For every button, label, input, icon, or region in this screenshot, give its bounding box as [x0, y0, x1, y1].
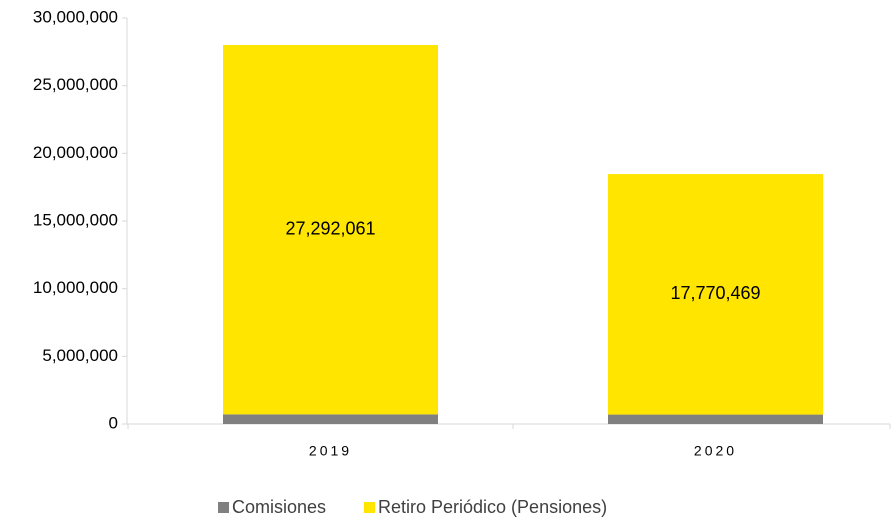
- bar-segment: [608, 174, 823, 415]
- bar-segment: [608, 414, 823, 424]
- legend-label: Comisiones: [232, 497, 326, 517]
- y-tick-label: 10,000,000: [33, 278, 118, 297]
- bar-segment: [223, 45, 438, 415]
- x-tick-label: 2019: [309, 443, 352, 459]
- bar-segment: [223, 414, 438, 424]
- x-tick-label: 2020: [694, 443, 737, 459]
- legend-label: Retiro Periódico (Pensiones): [378, 497, 607, 517]
- y-tick-label: 20,000,000: [33, 143, 118, 162]
- y-tick-label: 15,000,000: [33, 210, 118, 229]
- legend-swatch: [364, 502, 375, 513]
- legend-swatch: [218, 502, 229, 513]
- y-tick-label: 5,000,000: [42, 346, 118, 365]
- value-label: 17,770,469: [670, 283, 760, 303]
- y-tick-label: 30,000,000: [33, 7, 118, 26]
- y-tick-label: 0: [109, 413, 118, 432]
- y-tick-label: 25,000,000: [33, 75, 118, 94]
- value-label: 27,292,061: [285, 218, 375, 238]
